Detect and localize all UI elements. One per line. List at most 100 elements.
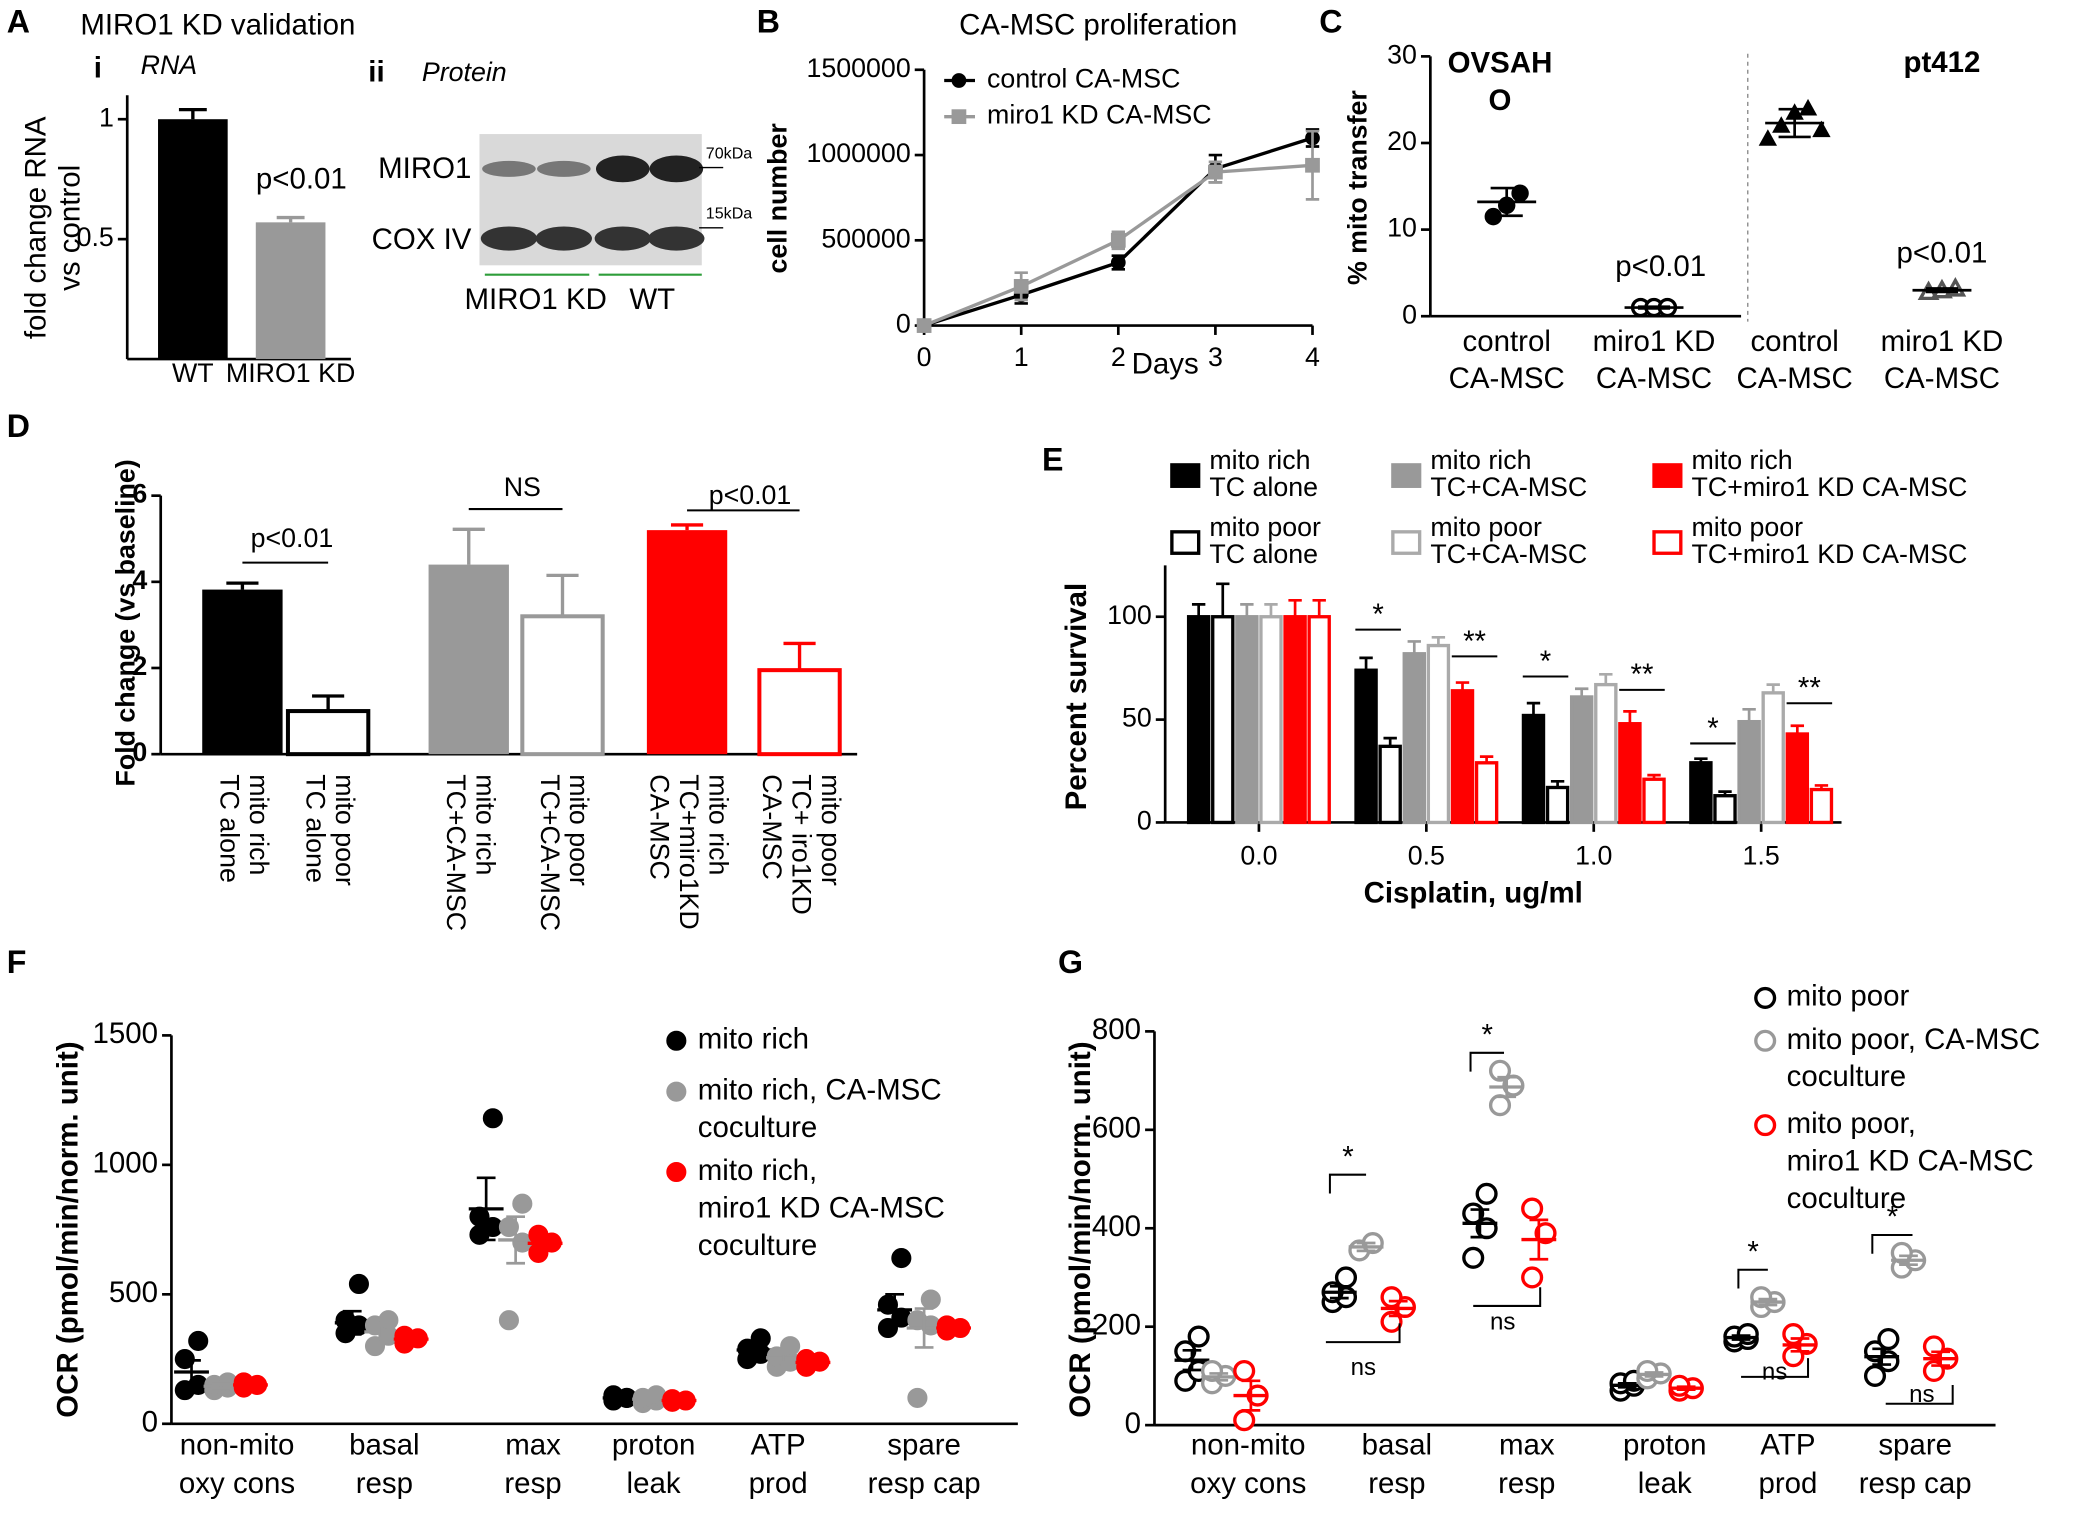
error-bar xyxy=(1407,640,1421,654)
legend-label: mito rich TC+miro1 KD CA-MSC xyxy=(1692,445,1968,502)
x-tick-label: control CA-MSC xyxy=(1449,325,1565,395)
data-point xyxy=(951,109,967,125)
bar xyxy=(1785,732,1810,825)
bar xyxy=(1761,691,1785,825)
x-tick-label: proton leak xyxy=(1623,1428,1707,1499)
x-tick-label: basal resp xyxy=(349,1428,419,1499)
annotation: * xyxy=(1372,598,1383,631)
error-bar xyxy=(1790,1337,1810,1353)
bar xyxy=(1450,689,1475,825)
bar xyxy=(1426,643,1451,825)
error-bar xyxy=(1497,1075,1517,1099)
row-label: MIRO1 xyxy=(378,152,471,185)
error-bar xyxy=(1758,1297,1778,1307)
data-point xyxy=(666,1081,687,1102)
error-bar xyxy=(783,641,816,671)
error-bar xyxy=(1356,1241,1376,1253)
bar xyxy=(1259,615,1283,825)
y-tick-label: 800 xyxy=(1092,1013,1141,1046)
row-label: COX IV xyxy=(372,223,472,256)
panel-label: G xyxy=(1058,944,1083,980)
panel-label: C xyxy=(1319,4,1342,40)
error-bar xyxy=(226,581,259,590)
legend-label: mito rich, CA-MSC coculture xyxy=(698,1073,942,1143)
data-point xyxy=(891,1248,912,1269)
error-bar xyxy=(1599,673,1613,685)
x-tick-label: non-mito oxy cons xyxy=(179,1428,295,1499)
x-tick-label: 1.0 xyxy=(1575,840,1612,870)
band xyxy=(482,160,536,177)
annotation: * xyxy=(1342,1140,1353,1173)
x-tick-label: proton leak xyxy=(612,1428,696,1499)
error-bar xyxy=(1240,603,1254,617)
annotation: p<0.01 xyxy=(1615,250,1706,283)
error-bar xyxy=(401,1335,421,1343)
error-bar xyxy=(774,1351,793,1364)
size-label: 70kDa xyxy=(706,144,752,162)
band xyxy=(537,160,591,177)
error-bar xyxy=(1931,1350,1950,1367)
bar xyxy=(1618,722,1642,825)
x-tick-label: mito poorTC alone xyxy=(300,774,359,886)
group-label: WT xyxy=(629,283,675,316)
legend-label: mito rich TC+CA-MSC xyxy=(1430,445,1587,502)
annotation: p<0.01 xyxy=(251,523,334,553)
data-point xyxy=(512,1193,533,1214)
data-point xyxy=(1758,129,1778,146)
error-bar xyxy=(276,215,305,223)
bar xyxy=(285,709,371,757)
band xyxy=(480,226,538,251)
x-tick-label: ATP prod xyxy=(1758,1428,1817,1499)
error-bar xyxy=(1526,701,1541,716)
x-tick-label: miro1 KD CA-MSC xyxy=(1881,325,2004,395)
significance-bracket xyxy=(1473,1287,1542,1307)
x-tick-label: 0.5 xyxy=(1408,840,1445,870)
error-bar xyxy=(506,1215,525,1265)
error-bar xyxy=(312,694,345,712)
data-point xyxy=(1890,1241,1913,1264)
x-tick-label: 2 xyxy=(1111,342,1126,372)
bar xyxy=(1186,615,1211,825)
legend-label: mito rich xyxy=(698,1023,809,1056)
error-bar xyxy=(1731,1334,1751,1341)
x-tick-label: non-mito oxy cons xyxy=(1190,1428,1306,1499)
data-point xyxy=(1754,986,1777,1009)
legend-label: mito poor, miro1 KD CA-MSC coculture xyxy=(1787,1107,2034,1215)
error-bar xyxy=(1644,1371,1664,1378)
data-point xyxy=(348,1273,369,1295)
data-point xyxy=(1521,1266,1544,1289)
y-tick-label: 0 xyxy=(1125,1407,1141,1440)
data-point xyxy=(1013,278,1029,294)
cell-line-label: pt412 xyxy=(1903,46,1980,79)
error-bar xyxy=(744,1342,764,1358)
x-tick-label: mito poorTC+CA-MSC xyxy=(535,774,594,931)
data-point xyxy=(1334,1266,1358,1289)
error-bar xyxy=(1637,305,1671,310)
annotation: * xyxy=(1747,1235,1758,1268)
group-label: MIRO1 KD xyxy=(465,283,607,316)
bar xyxy=(1642,777,1666,825)
annotation: p<0.01 xyxy=(1897,236,1988,269)
data-point xyxy=(1233,1409,1256,1432)
significance-bracket xyxy=(1737,1268,1768,1289)
annotation: ** xyxy=(1630,658,1653,691)
error-bar xyxy=(669,1398,689,1403)
x-tick-label: MIRO1 KD xyxy=(226,358,355,388)
bar xyxy=(1283,615,1307,825)
data-point xyxy=(916,318,932,333)
error-bar xyxy=(372,1324,392,1340)
y-tick-label: 2 xyxy=(132,651,147,681)
y-tick-label: 400 xyxy=(1092,1210,1141,1243)
x-tick-label: mito richTC alone xyxy=(215,774,274,883)
annotation: ** xyxy=(1798,672,1821,705)
panel-label: F xyxy=(7,944,27,980)
y-tick-label: 100 xyxy=(1107,600,1152,630)
data-point xyxy=(666,1030,687,1051)
error-bar xyxy=(1191,603,1206,617)
x-tick-label: 0 xyxy=(917,342,932,372)
x-tick-label: basal resp xyxy=(1362,1428,1432,1499)
x-tick-label: 1 xyxy=(1014,342,1029,372)
bar xyxy=(1545,785,1570,825)
bar xyxy=(1521,713,1546,825)
data-point xyxy=(498,1310,519,1331)
